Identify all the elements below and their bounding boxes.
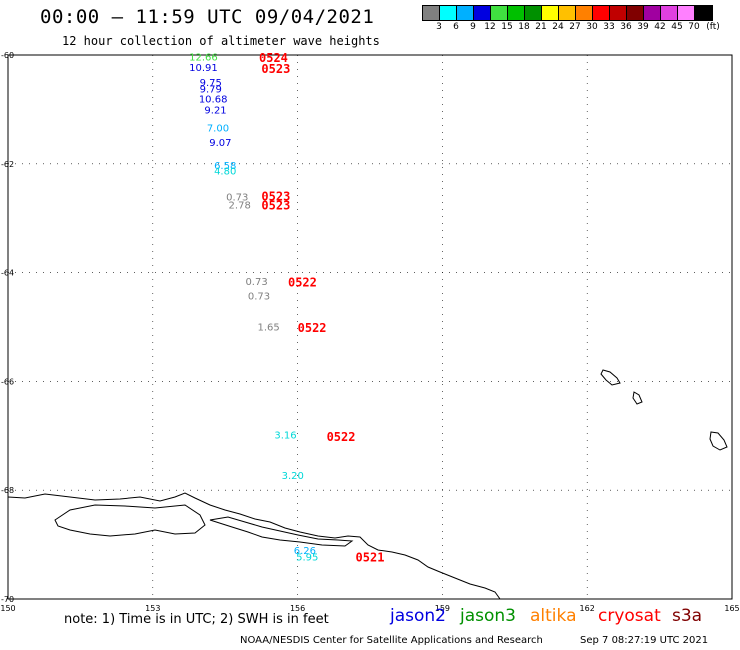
color-swatch <box>508 6 525 20</box>
footer-timestamp: Sep 7 08:27:19 UTC 2021 <box>580 635 709 646</box>
wave-height-value: 6.58 <box>214 161 236 172</box>
wave-height-value: 5.95 <box>296 553 318 564</box>
wave-height-value: 9.21 <box>204 105 226 116</box>
color-scale-label: 39 <box>637 22 649 32</box>
wave-height-value: 3.20 <box>282 471 304 482</box>
color-scale-label: 6 <box>453 22 459 32</box>
color-scale-label: 70 <box>688 22 700 32</box>
wave-height-value: 9.75 <box>200 78 222 89</box>
color-swatch <box>559 6 576 20</box>
legend-entry-jason2: jason2 <box>390 606 446 626</box>
color-scale-label: 18 <box>518 22 530 32</box>
pass-time-label: 0523 <box>261 62 290 76</box>
pass-time-label: 0522 <box>298 321 327 335</box>
wave-height-value: 6.26 <box>294 546 316 557</box>
longitude-label: 156 <box>290 604 305 613</box>
color-swatch <box>661 6 678 20</box>
color-scale-label: (ft) <box>706 22 720 32</box>
coastline-island <box>600 369 621 386</box>
pass-time-label: 0524 <box>259 51 288 65</box>
map-grid <box>7 54 733 600</box>
color-scale-label: 15 <box>501 22 513 32</box>
coastline-ice-shelf <box>54 504 206 537</box>
wave-height-value: 12.66 <box>189 53 218 64</box>
coastline <box>7 369 728 600</box>
wave-height-value: 2.78 <box>229 201 251 212</box>
color-swatch <box>525 6 542 20</box>
footer-note: note: 1) Time is in UTC; 2) SWH is in fe… <box>64 612 329 627</box>
wave-height-value: 0.73 <box>248 291 270 302</box>
wave-height-value: 0.73 <box>245 277 267 288</box>
latitude-label: -60 <box>1 51 14 60</box>
color-swatch <box>695 6 712 20</box>
color-scale-label: 27 <box>569 22 581 32</box>
coastline-island <box>709 431 728 451</box>
color-scale-label: 36 <box>620 22 632 32</box>
coastline-mainland <box>7 492 501 600</box>
color-scale-label: 42 <box>654 22 666 32</box>
color-scale-label: 21 <box>535 22 547 32</box>
map-frame <box>7 54 733 600</box>
footer-credit: NOAA/NESDIS Center for Satellite Applica… <box>240 635 543 646</box>
legend-entry-s3a: s3a <box>672 606 703 626</box>
color-scale-bar <box>422 5 713 21</box>
map-subtitle: 12 hour collection of altimeter wave hei… <box>62 34 380 48</box>
latitude-label: -64 <box>1 269 14 278</box>
color-swatch <box>644 6 661 20</box>
color-scale-label: 33 <box>603 22 615 32</box>
latitude-label: -70 <box>1 595 14 604</box>
color-scale-label: 3 <box>436 22 442 32</box>
wave-height-value: 10.91 <box>189 63 218 74</box>
legend-entry-cryosat: cryosat <box>598 606 661 626</box>
pass-time-label: 0523 <box>261 189 290 203</box>
color-swatch <box>610 6 627 20</box>
color-swatch <box>457 6 474 20</box>
color-swatch <box>627 6 644 20</box>
wave-height-value: 10.68 <box>199 95 228 106</box>
color-swatch <box>542 6 559 20</box>
wave-height-value: 4.80 <box>214 166 236 177</box>
pass-time-label: 0522 <box>327 430 356 444</box>
latitude-label: -68 <box>1 486 14 495</box>
coastline-inlet <box>209 516 354 547</box>
longitude-label: 162 <box>580 604 595 613</box>
wave-height-value: 7.00 <box>207 123 229 134</box>
color-swatch <box>576 6 593 20</box>
latitude-label: -62 <box>1 160 14 169</box>
longitude-label: 153 <box>145 604 160 613</box>
legend-entry-jason3: jason3 <box>460 606 516 626</box>
color-scale-label: 24 <box>552 22 564 32</box>
wave-height-value: 0.73 <box>226 192 248 203</box>
longitude-label: 159 <box>435 604 450 613</box>
color-swatch <box>423 6 440 20</box>
color-swatch <box>593 6 610 20</box>
wave-height-value: 9.79 <box>200 85 222 96</box>
latitude-label: -66 <box>1 377 14 386</box>
legend-entry-altika: altika <box>530 606 577 626</box>
map-title: 00:00 – 11:59 UTC 09/04/2021 <box>40 6 375 28</box>
color-swatch <box>678 6 695 20</box>
coastline-island <box>632 391 643 405</box>
color-swatch <box>474 6 491 20</box>
color-swatch <box>440 6 457 20</box>
color-scale-label: 12 <box>484 22 496 32</box>
wave-height-value: 9.07 <box>209 138 231 149</box>
pass-time-label: 0523 <box>261 199 290 213</box>
color-scale-label: 9 <box>470 22 476 32</box>
longitude-label: 165 <box>724 604 739 613</box>
color-swatch <box>491 6 508 20</box>
wave-height-value: 3.16 <box>274 431 296 442</box>
longitude-label: 150 <box>0 604 15 613</box>
pass-time-label: 0522 <box>288 275 317 289</box>
pass-time-label: 0521 <box>356 551 385 565</box>
color-scale-label: 45 <box>671 22 683 32</box>
wave-height-value: 1.65 <box>258 322 280 333</box>
color-scale-label: 30 <box>586 22 598 32</box>
